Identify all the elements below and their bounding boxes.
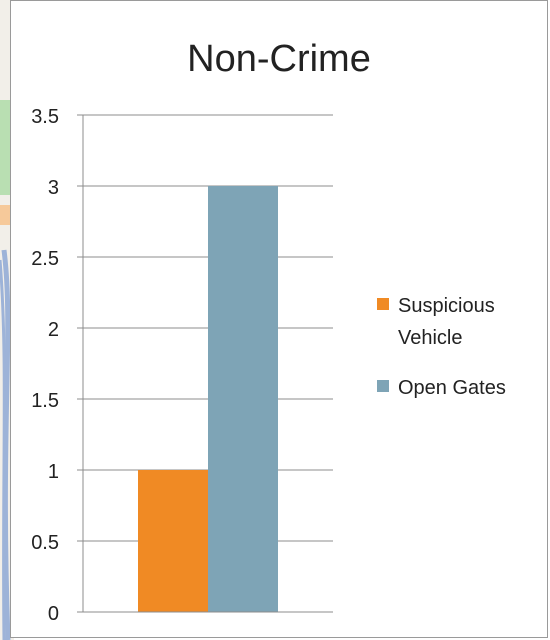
y-axis-tick-label: 3.5 <box>31 106 59 128</box>
legend-label: Open Gates <box>398 377 506 399</box>
bars <box>138 186 278 612</box>
map-blue-road <box>1 249 11 640</box>
y-axis-tick-label: 1 <box>48 461 59 483</box>
y-axis-tick-label: 2 <box>48 319 59 341</box>
y-axis-tick-label: 0.5 <box>31 532 59 554</box>
y-axis-tick-label: 1.5 <box>31 390 59 412</box>
y-axis-tick-label: 2.5 <box>31 248 59 270</box>
y-axis-tick-label: 3 <box>48 177 59 199</box>
map-blue-road-secondary <box>0 259 6 640</box>
chart-title: Non-Crime <box>187 38 371 80</box>
bar-suspicious-vehicle <box>138 470 208 612</box>
chart-container: Non-Crime 0 0.5 1 1.5 2 2.5 3 3.5 Suspicious Veh… <box>10 0 548 638</box>
legend-swatch <box>377 380 389 392</box>
bar-chart: Non-Crime 0 0.5 1 1.5 2 2.5 3 3.5 Suspicious Veh… <box>31 38 506 625</box>
legend: Suspicious Vehicle Open Gates <box>377 295 506 399</box>
y-axis-tick-labels: 0 0.5 1 1.5 2 2.5 3 3.5 <box>31 106 59 625</box>
y-axis-tick-label: 0 <box>48 603 59 625</box>
legend-swatch <box>377 298 389 310</box>
bar-open-gates <box>208 186 278 612</box>
legend-label: Suspicious Vehicle <box>398 295 495 349</box>
